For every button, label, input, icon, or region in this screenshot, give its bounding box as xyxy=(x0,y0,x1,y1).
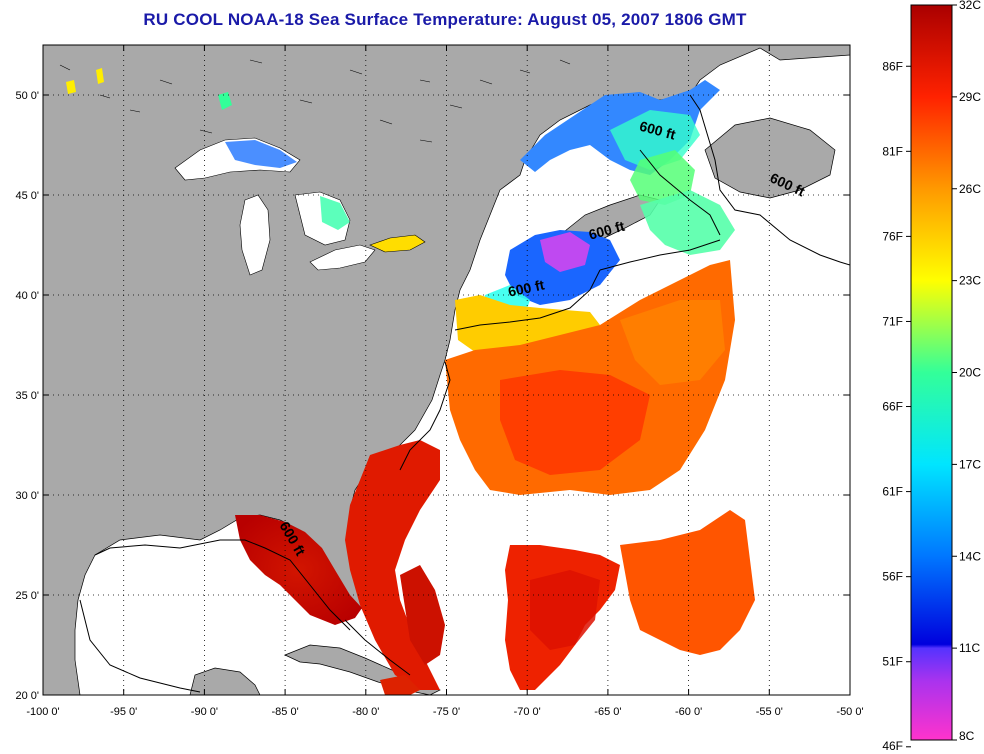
small-lake-sst xyxy=(66,80,76,94)
map-grid xyxy=(43,45,850,695)
colorbar-label-f: 61F xyxy=(882,485,903,499)
colorbar xyxy=(910,4,953,741)
atlantic-offshore-red xyxy=(500,370,650,475)
lon-tick-label: -50 0' xyxy=(836,706,863,718)
colorbar-label-c: 17C xyxy=(959,457,981,471)
bathymetry-contours xyxy=(79,94,850,693)
lon-tick-label: -90 0' xyxy=(191,706,218,718)
scotian-shelf-sst xyxy=(640,190,735,255)
lon-tick-label: -95 0' xyxy=(110,706,137,718)
colorbar-fahrenheit-labels: 86F 81F 76F 71F 66F 61F 56F 51F 46F xyxy=(882,59,911,753)
lat-tick-label: 40 0' xyxy=(15,290,39,302)
lat-tick-label: 30 0' xyxy=(15,490,39,502)
colorbar-label-f: 51F xyxy=(882,655,903,669)
sargasso-red-core xyxy=(530,570,600,650)
lat-tick-label: 35 0' xyxy=(15,390,39,402)
lat-tick-label: 20 0' xyxy=(15,690,39,702)
colorbar-label-f: 76F xyxy=(882,229,903,243)
lat-tick-label: 50 0' xyxy=(15,90,39,102)
colorbar-label-c: 23C xyxy=(959,274,981,288)
longitude-ticks: -100 0' -95 0' -90 0' -85 0' -80 0' -75 0' -70… xyxy=(26,45,864,718)
coastline-details xyxy=(59,59,571,143)
lon-tick-label: -100 0' xyxy=(26,706,59,718)
colorbar-label-c: 26C xyxy=(959,182,981,196)
lon-tick-label: -65 0' xyxy=(594,706,621,718)
colorbar-label-c: 20C xyxy=(959,366,981,380)
lake-michigan xyxy=(239,194,271,276)
small-lake-sst-2 xyxy=(96,68,104,84)
atlantic-orange-patch xyxy=(620,300,725,385)
lake-ontario xyxy=(369,234,426,253)
contour-label-600ft: 600 ft xyxy=(507,276,546,299)
colorbar-label-f: 66F xyxy=(882,400,903,414)
latitude-ticks: 20 0' 25 0' 30 0' 35 0' 40 0' 45 0' 50 0' xyxy=(15,90,850,702)
colorbar-label-f: 71F xyxy=(882,314,903,328)
lon-tick-label: -75 0' xyxy=(433,706,460,718)
lake-superior-sst xyxy=(225,140,297,168)
colorbar-celsius-labels: 32C 29C 26C 23C 20C 17C 14C 11C 8C xyxy=(952,0,981,743)
bahamas-shelf-sst xyxy=(400,565,445,665)
lake-erie xyxy=(309,244,376,271)
lon-tick-label: -70 0' xyxy=(514,706,541,718)
caribbean-sst xyxy=(380,675,420,695)
colorbar-label-c: 11C xyxy=(959,641,980,655)
map-title: RU COOL NOAA-18 Sea Surface Temperature:… xyxy=(143,10,747,29)
colorbar-label-f: 81F xyxy=(882,144,903,158)
newfoundland-land xyxy=(704,117,836,199)
yucatan-land xyxy=(189,667,261,695)
colorbar-label-c: 14C xyxy=(959,549,981,563)
lat-tick-label: 25 0' xyxy=(15,590,39,602)
sargasso-east-sst xyxy=(620,510,755,655)
lon-tick-label: -60 0' xyxy=(675,706,702,718)
gulf-of-maine-magenta xyxy=(540,232,590,272)
colorbar-label-f: 56F xyxy=(882,570,903,584)
colorbar-label-f: 86F xyxy=(882,59,903,73)
lon-tick-label: -55 0' xyxy=(756,706,783,718)
lake-winnipeg-sst xyxy=(218,92,232,110)
colorbar-label-c: 29C xyxy=(959,90,981,104)
southeast-shelf-sst xyxy=(345,440,440,690)
lon-tick-label: -80 0' xyxy=(352,706,379,718)
colorbar-label-f: 46F xyxy=(882,739,903,753)
colorbar-label-c: 8C xyxy=(959,729,975,743)
lat-tick-label: 45 0' xyxy=(15,190,39,202)
colorbar-label-c: 32C xyxy=(959,0,981,12)
lake-huron-sst xyxy=(320,196,350,230)
lon-tick-label: -85 0' xyxy=(272,706,299,718)
